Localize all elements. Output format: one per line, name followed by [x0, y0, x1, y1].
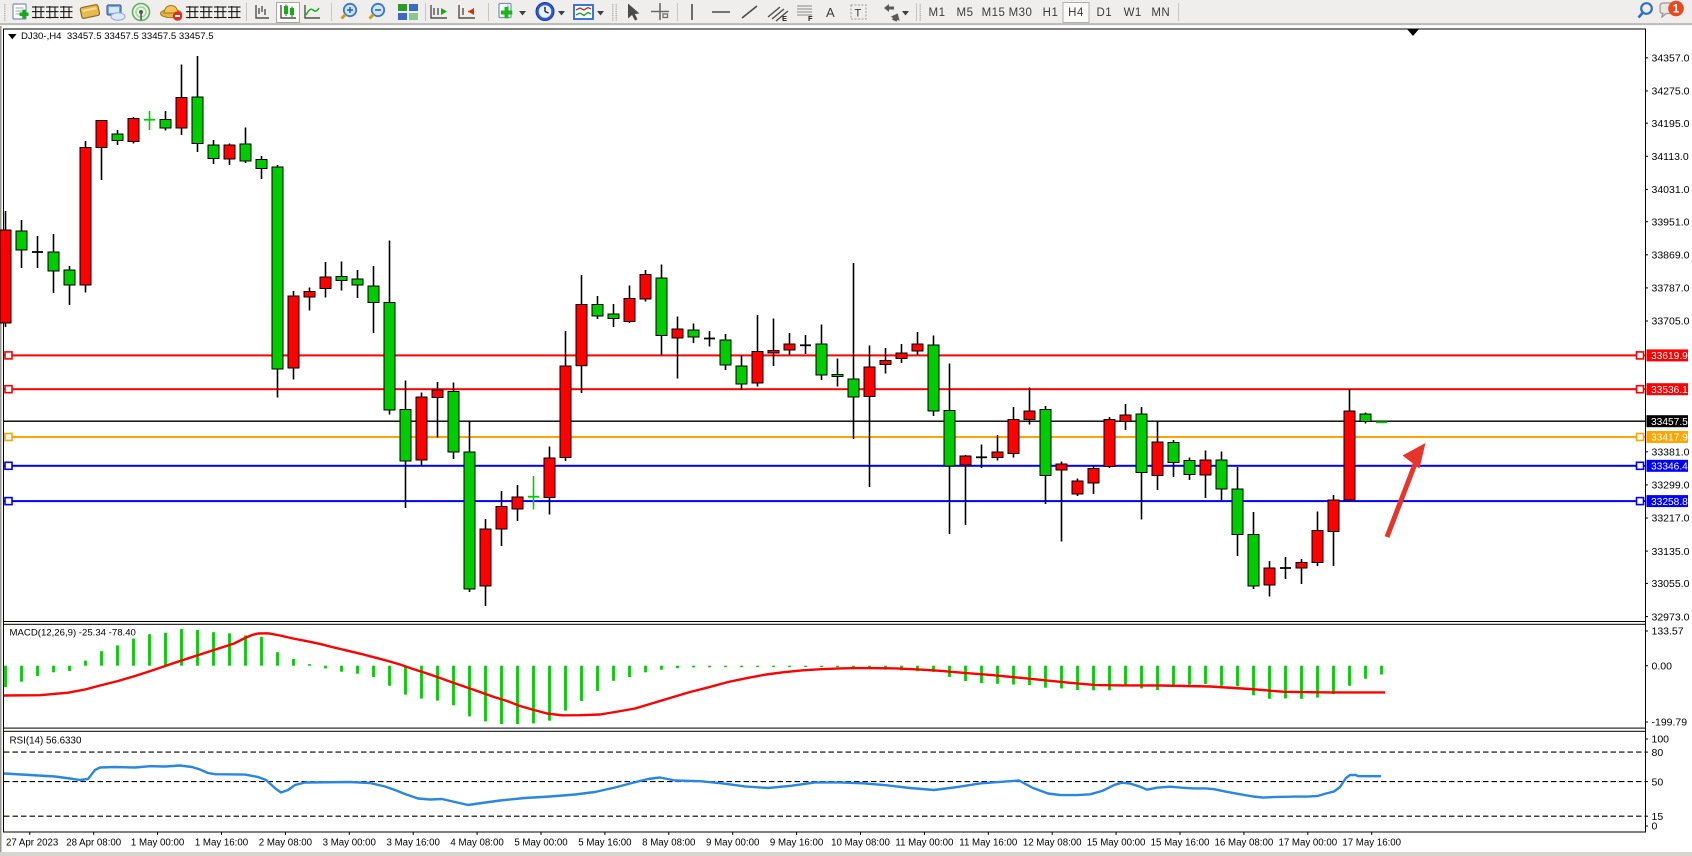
svg-text:33619.9: 33619.9: [1651, 351, 1688, 362]
svg-text:8 May 08:00: 8 May 08:00: [642, 838, 696, 849]
svg-text:17 May 00:00: 17 May 00:00: [1278, 838, 1337, 849]
svg-text:1: 1: [1673, 4, 1680, 16]
svg-text:0: 0: [1652, 821, 1658, 833]
svg-text:34031.0: 34031.0: [1652, 184, 1690, 196]
svg-text:133.57: 133.57: [1652, 626, 1684, 638]
svg-text:T: T: [855, 8, 862, 20]
svg-text:10 May 08:00: 10 May 08:00: [831, 838, 890, 849]
svg-text:2 May 08:00: 2 May 08:00: [259, 838, 313, 849]
svg-text:33417.9: 33417.9: [1651, 433, 1688, 444]
svg-text:33346.4: 33346.4: [1651, 462, 1688, 473]
svg-text:9 May 16:00: 9 May 16:00: [770, 838, 824, 849]
svg-text:33381.0: 33381.0: [1652, 447, 1690, 459]
svg-text:3 May 16:00: 3 May 16:00: [387, 838, 441, 849]
svg-text:DJ30-,H4 33457.5 33457.5 3345: DJ30-,H4 33457.5 33457.5 33457.5 33457.5: [21, 31, 214, 42]
svg-text:16 May 08:00: 16 May 08:00: [1215, 838, 1274, 849]
svg-text:33787.0: 33787.0: [1652, 283, 1690, 295]
svg-text:9 May 00:00: 9 May 00:00: [706, 838, 760, 849]
svg-text:80: 80: [1652, 747, 1664, 759]
svg-text:34195.0: 34195.0: [1652, 118, 1690, 130]
svg-text:4 May 08:00: 4 May 08:00: [450, 838, 504, 849]
svg-text:A: A: [826, 5, 835, 20]
svg-text:33055.0: 33055.0: [1652, 578, 1690, 590]
svg-text:27 Apr 2023: 27 Apr 2023: [6, 838, 58, 849]
svg-text:33705.0: 33705.0: [1652, 316, 1690, 328]
svg-text:32973.0: 32973.0: [1652, 611, 1690, 623]
svg-text:M30: M30: [1009, 7, 1033, 19]
svg-text:MN: MN: [1151, 7, 1170, 19]
svg-text:H4: H4: [1068, 7, 1084, 19]
svg-text:33536.1: 33536.1: [1651, 385, 1688, 396]
svg-text:D1: D1: [1096, 7, 1112, 19]
svg-text:33258.8: 33258.8: [1651, 497, 1688, 508]
svg-text:W1: W1: [1124, 7, 1142, 19]
svg-text:15: 15: [1652, 811, 1664, 823]
svg-text:M1: M1: [929, 7, 946, 19]
svg-text:33457.5: 33457.5: [1651, 417, 1688, 428]
svg-text:M15: M15: [982, 7, 1006, 19]
svg-text:50: 50: [1652, 776, 1664, 788]
svg-text:34275.0: 34275.0: [1652, 86, 1690, 98]
svg-text:F: F: [808, 14, 813, 23]
svg-text:33135.0: 33135.0: [1652, 546, 1690, 558]
svg-text:33299.0: 33299.0: [1652, 480, 1690, 492]
svg-text:5 May 16:00: 5 May 16:00: [578, 838, 632, 849]
svg-text:15 May 00:00: 15 May 00:00: [1087, 838, 1146, 849]
svg-text:5 May 00:00: 5 May 00:00: [514, 838, 568, 849]
svg-text:1 May 16:00: 1 May 16:00: [195, 838, 249, 849]
svg-text:100: 100: [1652, 734, 1670, 746]
svg-text:RSI(14) 56.6330: RSI(14) 56.6330: [10, 735, 82, 746]
svg-text:33217.0: 33217.0: [1652, 513, 1690, 525]
svg-text:34113.0: 34113.0: [1652, 151, 1689, 163]
svg-text:17 May 16:00: 17 May 16:00: [1342, 838, 1401, 849]
svg-text:34357.0: 34357.0: [1652, 53, 1690, 65]
svg-text:11 May 16:00: 11 May 16:00: [959, 838, 1018, 849]
svg-text:1 May 00:00: 1 May 00:00: [131, 838, 185, 849]
svg-text:3 May 00:00: 3 May 00:00: [323, 838, 377, 849]
svg-text:11 May 00:00: 11 May 00:00: [895, 838, 954, 849]
svg-text:H1: H1: [1043, 7, 1059, 19]
svg-text:-199.79: -199.79: [1652, 717, 1688, 729]
svg-text:33869.0: 33869.0: [1652, 250, 1690, 262]
svg-text:28 Apr 08:00: 28 Apr 08:00: [66, 838, 122, 849]
svg-text:MACD(12,26,9) -25.34 -78.40: MACD(12,26,9) -25.34 -78.40: [10, 628, 136, 639]
svg-text:33951.0: 33951.0: [1652, 216, 1690, 228]
svg-text:15 May 16:00: 15 May 16:00: [1151, 838, 1210, 849]
svg-text:12 May 08:00: 12 May 08:00: [1023, 838, 1082, 849]
svg-text:E: E: [782, 14, 787, 23]
svg-text:M5: M5: [957, 7, 974, 19]
svg-text:0.00: 0.00: [1652, 660, 1673, 672]
